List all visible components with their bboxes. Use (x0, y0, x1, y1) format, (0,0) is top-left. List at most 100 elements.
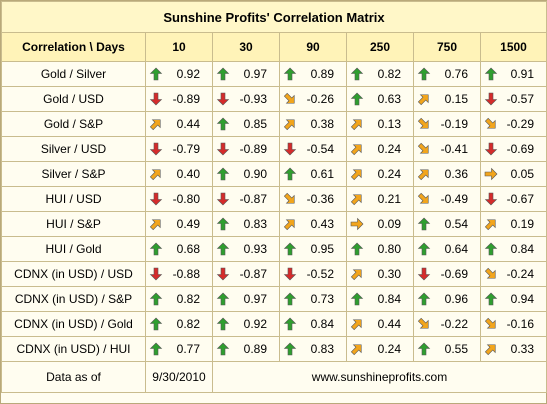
table-row: CDNX (in USD) / USD -0.88 -0.87 -0.52 0.30 -0… (1, 261, 547, 287)
arrow-up-right-icon (283, 117, 297, 131)
table-row: Silver / S&P 0.40 0.90 0.61 0.24 0.36 0.05 (1, 161, 547, 187)
correlation-value: 0.64 (444, 242, 468, 256)
arrow-up-right-icon (484, 342, 498, 356)
arrow-up-icon (350, 242, 364, 256)
correlation-value: -0.87 (239, 267, 267, 281)
correlation-value: -0.67 (506, 192, 534, 206)
correlation-value: -0.52 (306, 267, 334, 281)
correlation-cell: 0.05 (480, 161, 547, 187)
correlation-value: 0.92 (243, 317, 267, 331)
correlation-value: -0.69 (506, 142, 534, 156)
row-label: HUI / S&P (1, 211, 146, 237)
arrow-up-icon (283, 292, 297, 306)
arrow-down-right-icon (283, 192, 297, 206)
website-text: www.sunshineprofits.com (212, 361, 547, 393)
correlation-value: 0.80 (377, 242, 401, 256)
correlation-cell: 0.19 (480, 211, 547, 237)
correlation-cell: 0.82 (145, 286, 213, 312)
table-title: Sunshine Profits' Correlation Matrix (1, 1, 547, 33)
column-header-30: 30 (212, 32, 280, 62)
correlation-cell: 0.68 (145, 236, 213, 262)
correlation-cell: 0.91 (480, 61, 547, 87)
correlation-value: 0.82 (176, 292, 200, 306)
arrow-up-icon (484, 292, 498, 306)
correlation-value: 0.21 (377, 192, 401, 206)
arrow-up-right-icon (350, 317, 364, 331)
arrow-up-icon (149, 67, 163, 81)
correlation-cell: -0.69 (480, 136, 547, 162)
data-date: 9/30/2010 (145, 361, 213, 393)
arrow-up-icon (216, 217, 230, 231)
arrow-up-icon (216, 117, 230, 131)
correlation-value: 0.97 (243, 67, 267, 81)
correlation-value: 0.95 (310, 242, 334, 256)
correlation-cell: 0.55 (413, 336, 481, 362)
correlation-value: -0.54 (306, 142, 334, 156)
correlation-value: 0.82 (377, 67, 401, 81)
correlation-value: 0.93 (243, 242, 267, 256)
correlation-cell: 0.77 (145, 336, 213, 362)
correlation-value: 0.44 (377, 317, 401, 331)
correlation-cell: -0.69 (413, 261, 481, 287)
arrow-up-icon (417, 342, 431, 356)
correlation-value: -0.57 (506, 92, 534, 106)
correlation-cell: 0.84 (279, 311, 347, 337)
row-label: CDNX (in USD) / Gold (1, 311, 146, 337)
arrow-up-icon (417, 67, 431, 81)
correlation-value: 0.96 (444, 292, 468, 306)
correlation-value: -0.80 (172, 192, 200, 206)
correlation-value: -0.36 (306, 192, 334, 206)
correlation-cell: 0.44 (346, 311, 414, 337)
correlation-value: 0.24 (377, 142, 401, 156)
correlation-value: 0.97 (243, 292, 267, 306)
correlation-cell: 0.97 (212, 286, 280, 312)
correlation-value: -0.24 (506, 267, 534, 281)
correlation-cell: 0.54 (413, 211, 481, 237)
arrow-down-icon (216, 142, 230, 156)
arrow-down-icon (149, 267, 163, 281)
correlation-value: -0.41 (440, 142, 468, 156)
correlation-value: 0.89 (243, 342, 267, 356)
correlation-cell: 0.36 (413, 161, 481, 187)
arrow-down-icon (149, 92, 163, 106)
arrow-up-icon (216, 342, 230, 356)
correlation-value: 0.38 (310, 117, 334, 131)
correlation-cell: 0.82 (346, 61, 414, 87)
correlation-value: 0.09 (377, 217, 401, 231)
correlation-cell: -0.57 (480, 86, 547, 112)
table-row: HUI / Gold 0.68 0.93 0.95 0.80 0.64 0.84 (1, 236, 547, 262)
arrow-up-icon (149, 242, 163, 256)
arrow-down-icon (216, 92, 230, 106)
correlation-cell: -0.67 (480, 186, 547, 212)
correlation-value: 0.73 (310, 292, 334, 306)
correlation-value: 0.63 (377, 92, 401, 106)
correlation-cell: 0.24 (346, 136, 414, 162)
correlation-value: 0.83 (310, 342, 334, 356)
correlation-cell: -0.49 (413, 186, 481, 212)
row-label: CDNX (in USD) / S&P (1, 286, 146, 312)
arrow-up-icon (149, 292, 163, 306)
table-row: Silver / USD -0.79 -0.89 -0.54 0.24 -0.41 -0.6… (1, 136, 547, 162)
arrow-up-icon (283, 167, 297, 181)
correlation-cell: 0.24 (346, 161, 414, 187)
correlation-value: 0.49 (176, 217, 200, 231)
correlation-value: 0.36 (444, 167, 468, 181)
correlation-cell: 0.80 (346, 236, 414, 262)
arrow-up-icon (216, 242, 230, 256)
correlation-value: 0.82 (176, 317, 200, 331)
correlation-cell: 0.97 (212, 61, 280, 87)
arrow-up-right-icon (149, 217, 163, 231)
arrow-down-right-icon (417, 192, 431, 206)
correlation-cell: 0.33 (480, 336, 547, 362)
data-as-of-label: Data as of (1, 361, 146, 393)
arrow-up-icon (417, 217, 431, 231)
arrow-up-icon (417, 292, 431, 306)
column-header-250: 250 (346, 32, 414, 62)
corner-header: Correlation \ Days (1, 32, 146, 62)
arrow-up-icon (216, 167, 230, 181)
arrow-up-icon (283, 342, 297, 356)
arrow-right-icon (484, 167, 498, 181)
correlation-cell: -0.19 (413, 111, 481, 137)
correlation-cell: 0.40 (145, 161, 213, 187)
correlation-value: 0.90 (243, 167, 267, 181)
